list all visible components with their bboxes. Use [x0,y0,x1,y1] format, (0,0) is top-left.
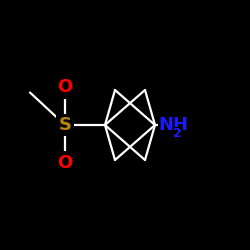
Text: 2: 2 [173,127,182,140]
Text: O: O [58,154,72,172]
Text: S: S [58,116,71,134]
Text: NH: NH [159,116,189,134]
Text: O: O [58,78,72,96]
